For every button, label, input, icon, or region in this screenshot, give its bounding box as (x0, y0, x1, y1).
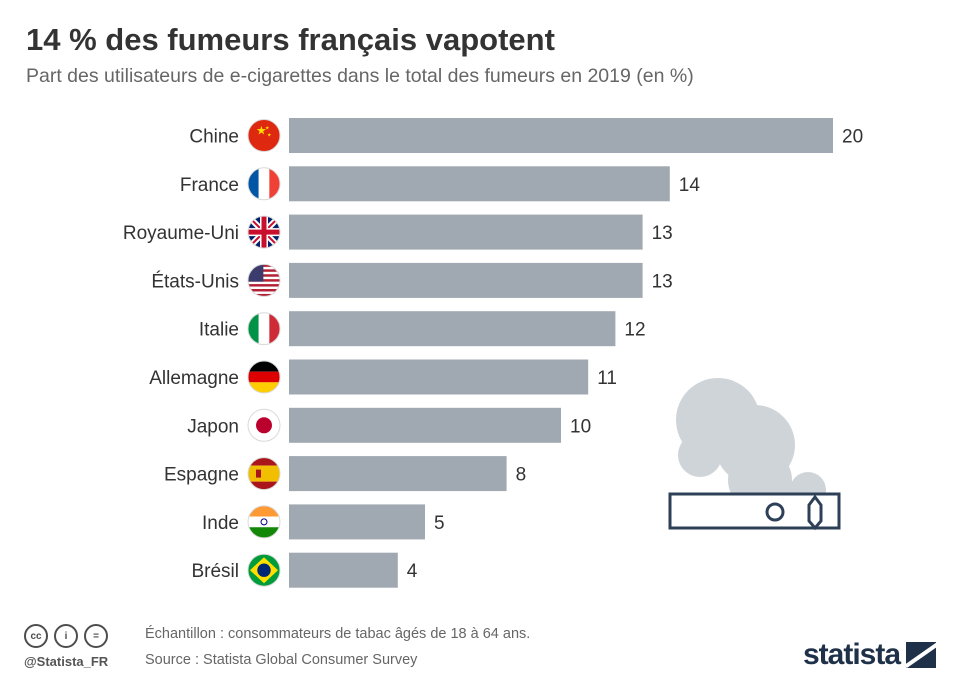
spain-flag-icon (247, 457, 281, 491)
bar-row: Brésil 4 (191, 552, 418, 588)
bar (289, 311, 616, 347)
category-label: Inde (202, 513, 239, 534)
data-label: 4 (407, 561, 418, 582)
bar-row: Royaume-Uni 13 (123, 214, 673, 250)
ecig-window (807, 494, 823, 531)
bar (289, 166, 670, 202)
statista-mark-icon (906, 642, 937, 668)
bar (289, 214, 643, 250)
social-handle: @Statista_FR (24, 654, 109, 669)
data-label: 10 (570, 416, 591, 437)
vape-illustration (668, 378, 841, 531)
category-label: Italie (199, 320, 239, 341)
category-label: Japon (187, 416, 239, 437)
bar (289, 552, 398, 588)
data-label: 11 (597, 368, 617, 389)
cc-icon: cc (24, 624, 48, 648)
attribution-icon: i (54, 624, 78, 648)
sample-note: Échantillon : consommateurs de tabac âgé… (145, 626, 531, 642)
india-flag-icon (247, 505, 281, 539)
data-label: 12 (624, 320, 645, 341)
data-label: 13 (652, 223, 673, 244)
smoke-cloud (678, 433, 722, 477)
brand-text: statista (803, 638, 901, 671)
france-flag-icon (247, 167, 281, 201)
data-label: 13 (652, 271, 673, 292)
uk-flag-icon (247, 215, 281, 249)
category-label: Espagne (164, 465, 239, 486)
italy-flag-icon (247, 312, 281, 346)
license-icons: cc i = (24, 624, 108, 648)
category-label: Chine (189, 127, 239, 148)
category-label: France (180, 175, 239, 196)
chart-subtitle: Part des utilisateurs de e-cigarettes da… (26, 65, 694, 87)
category-label: Royaume-Uni (123, 223, 239, 244)
bar (289, 262, 643, 298)
bar-row: Espagne 8 (164, 456, 527, 492)
japan-flag-icon (247, 408, 281, 442)
category-label: États-Unis (151, 271, 239, 292)
bar-row: France 14 (180, 166, 701, 202)
chart-title: 14 % des fumeurs français vapotent (26, 22, 555, 57)
no-derivatives-icon: = (84, 624, 108, 648)
bar (289, 359, 589, 395)
data-label: 20 (842, 127, 863, 148)
data-label: 8 (516, 465, 527, 486)
data-label: 5 (434, 513, 445, 534)
usa-flag-icon (247, 263, 281, 297)
source-note: Source : Statista Global Consumer Survey (145, 652, 418, 668)
svg-text:★: ★ (256, 124, 267, 138)
germany-flag-icon (247, 360, 281, 394)
china-flag-icon: ★★★ (247, 119, 281, 152)
category-label: Brésil (191, 561, 239, 582)
ecig-button (765, 502, 785, 522)
bar-row: États-Unis 13 (151, 262, 673, 298)
category-label: Allemagne (149, 368, 239, 389)
statista-logo[interactable]: statista (803, 638, 937, 672)
bar (289, 504, 425, 540)
bar-row: Allemagne 11 (149, 359, 617, 395)
brazil-flag-icon (247, 553, 281, 587)
bar-row: Chine 20 ★★★ (189, 118, 863, 153)
svg-text:★: ★ (265, 126, 270, 132)
svg-text:★: ★ (267, 133, 272, 139)
bar-row: Inde 5 (202, 504, 445, 540)
bar-row: Japon 10 (187, 407, 591, 443)
bar (289, 407, 561, 443)
data-label: 14 (679, 175, 701, 196)
bar (289, 118, 833, 153)
bar-row: Italie 12 (199, 311, 646, 347)
bar (289, 456, 507, 492)
